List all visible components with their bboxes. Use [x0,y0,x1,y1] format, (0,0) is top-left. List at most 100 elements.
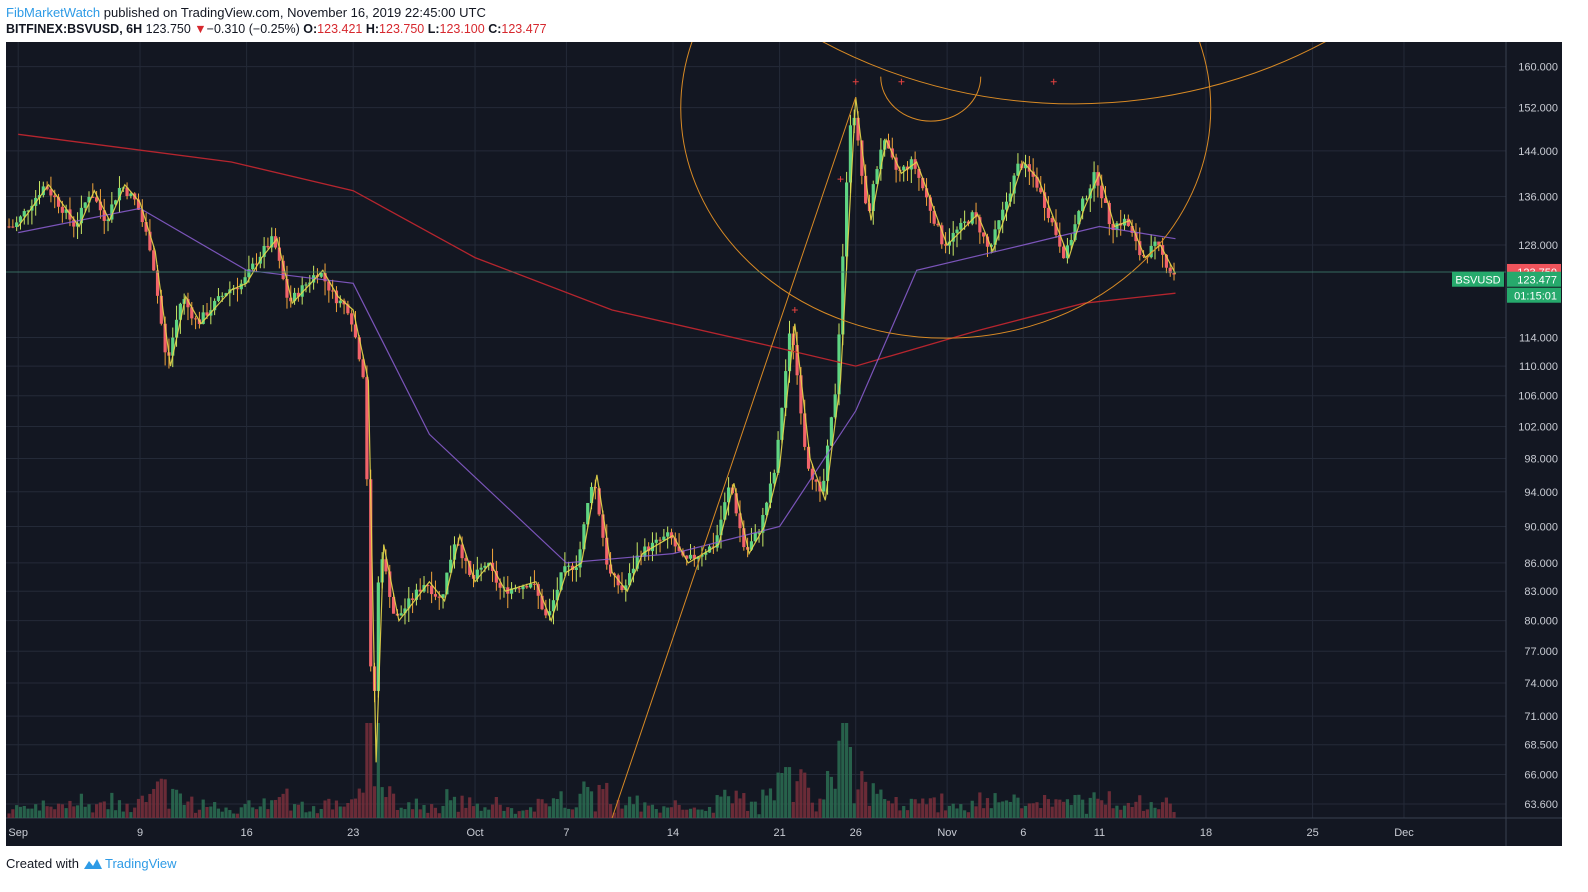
volume-bar [753,801,757,818]
candle-body [380,559,384,583]
signal-marker [1050,78,1057,85]
volume-bar [197,809,202,818]
volume-bar [334,800,339,818]
volume-bar [422,805,426,818]
volume-bar [445,789,449,818]
volume-bar [529,807,533,818]
volume-bar [1054,799,1058,818]
volume-bar [159,778,163,818]
volume-bar [993,793,997,818]
candle-body [300,285,304,297]
volume-bar [860,771,864,818]
candle-body [692,554,696,559]
volume-bar [578,793,582,818]
tradingview-link[interactable]: TradingView [83,856,177,871]
candle-body [943,244,948,246]
candle-body [110,204,114,220]
volume-bar [102,801,106,818]
volume-bar [921,798,925,818]
candle-body [15,222,19,227]
signal-marker [898,78,905,85]
x-tick-label: 18 [1200,827,1212,839]
volume-bar [833,788,837,818]
candle-body [220,295,224,297]
candle-body [647,546,651,552]
zigzag-line [17,97,1177,763]
author-link[interactable]: FibMarketWatch [6,5,101,20]
candle-body [662,536,666,541]
volume-bar [856,789,860,818]
volume-bar [898,810,902,818]
volume-bar [193,812,198,818]
y-tick-label: 136.000 [1518,192,1558,204]
candle-body [1016,163,1020,176]
volume-bar [1111,808,1115,818]
volume-bar [544,803,548,818]
volume-bar [982,808,986,818]
candle-body [723,502,727,520]
candle-body [205,312,209,316]
volume-bar [924,804,929,818]
candle-body [426,585,430,587]
volume-bar [235,813,240,818]
candle-body [726,487,731,503]
candle-body [11,226,15,228]
volume-bar [1020,808,1024,818]
candle-body [761,514,765,533]
volume-bar [894,796,898,818]
volume-bar [586,786,590,818]
candle-body [1111,224,1115,231]
volume-bar [209,806,213,818]
candle-body [1054,222,1058,235]
volume-bar [616,799,620,818]
candle-body [654,539,658,543]
candle-body [1103,198,1108,203]
volume-bar [997,802,1001,818]
x-tick-label: 6 [1020,827,1026,839]
volume-bar [806,787,811,818]
volume-bars [7,723,1176,818]
volume-bar [498,804,502,818]
symbol-label: BITFINEX:BSVUSD, 6H [6,22,143,36]
x-tick-label: 21 [773,827,785,839]
volume-bar [841,723,845,818]
candle-body [601,514,605,538]
volume-bar [765,795,769,818]
volume-bar [369,723,373,818]
y-tick-label: 114.000 [1519,333,1558,345]
candle-body [1107,202,1111,225]
y-tick-label: 102.000 [1518,421,1558,433]
volume-bar [1084,813,1089,818]
volume-bar [45,806,49,818]
candle-body [114,200,118,205]
publish-info: FibMarketWatch published on TradingView.… [6,5,486,20]
volume-bar [376,723,380,818]
volume-bar [308,811,312,818]
volume-bar [34,804,38,818]
volume-bar [814,811,818,818]
volume-bar [1107,791,1111,818]
y-tick-label: 86.000 [1524,558,1558,570]
volume-bar [681,809,685,818]
candle-body [1050,218,1054,223]
volume-bar [715,795,719,818]
price-chart[interactable]: 160.000 152.000 144.000 136.000 128.000 114.0… [6,42,1562,846]
candle-body [1069,239,1073,246]
candle-body [529,583,533,588]
candle-body [1058,234,1062,247]
volume-bar [224,807,228,818]
volume-bar [513,813,517,818]
volume-bar [258,806,262,818]
volume-bar [49,806,53,818]
candle-body [1008,193,1012,202]
candle-body [399,613,403,616]
volume-bar [936,812,940,818]
open-value: 123.421 [317,22,363,36]
volume-bar [452,796,457,818]
y-tick-label: 144.000 [1518,146,1558,158]
volume-bar [296,804,300,818]
volume-bar [1027,803,1031,818]
volume-bar [174,789,179,818]
volume-bar [742,793,746,818]
volume-bar [1145,809,1149,818]
